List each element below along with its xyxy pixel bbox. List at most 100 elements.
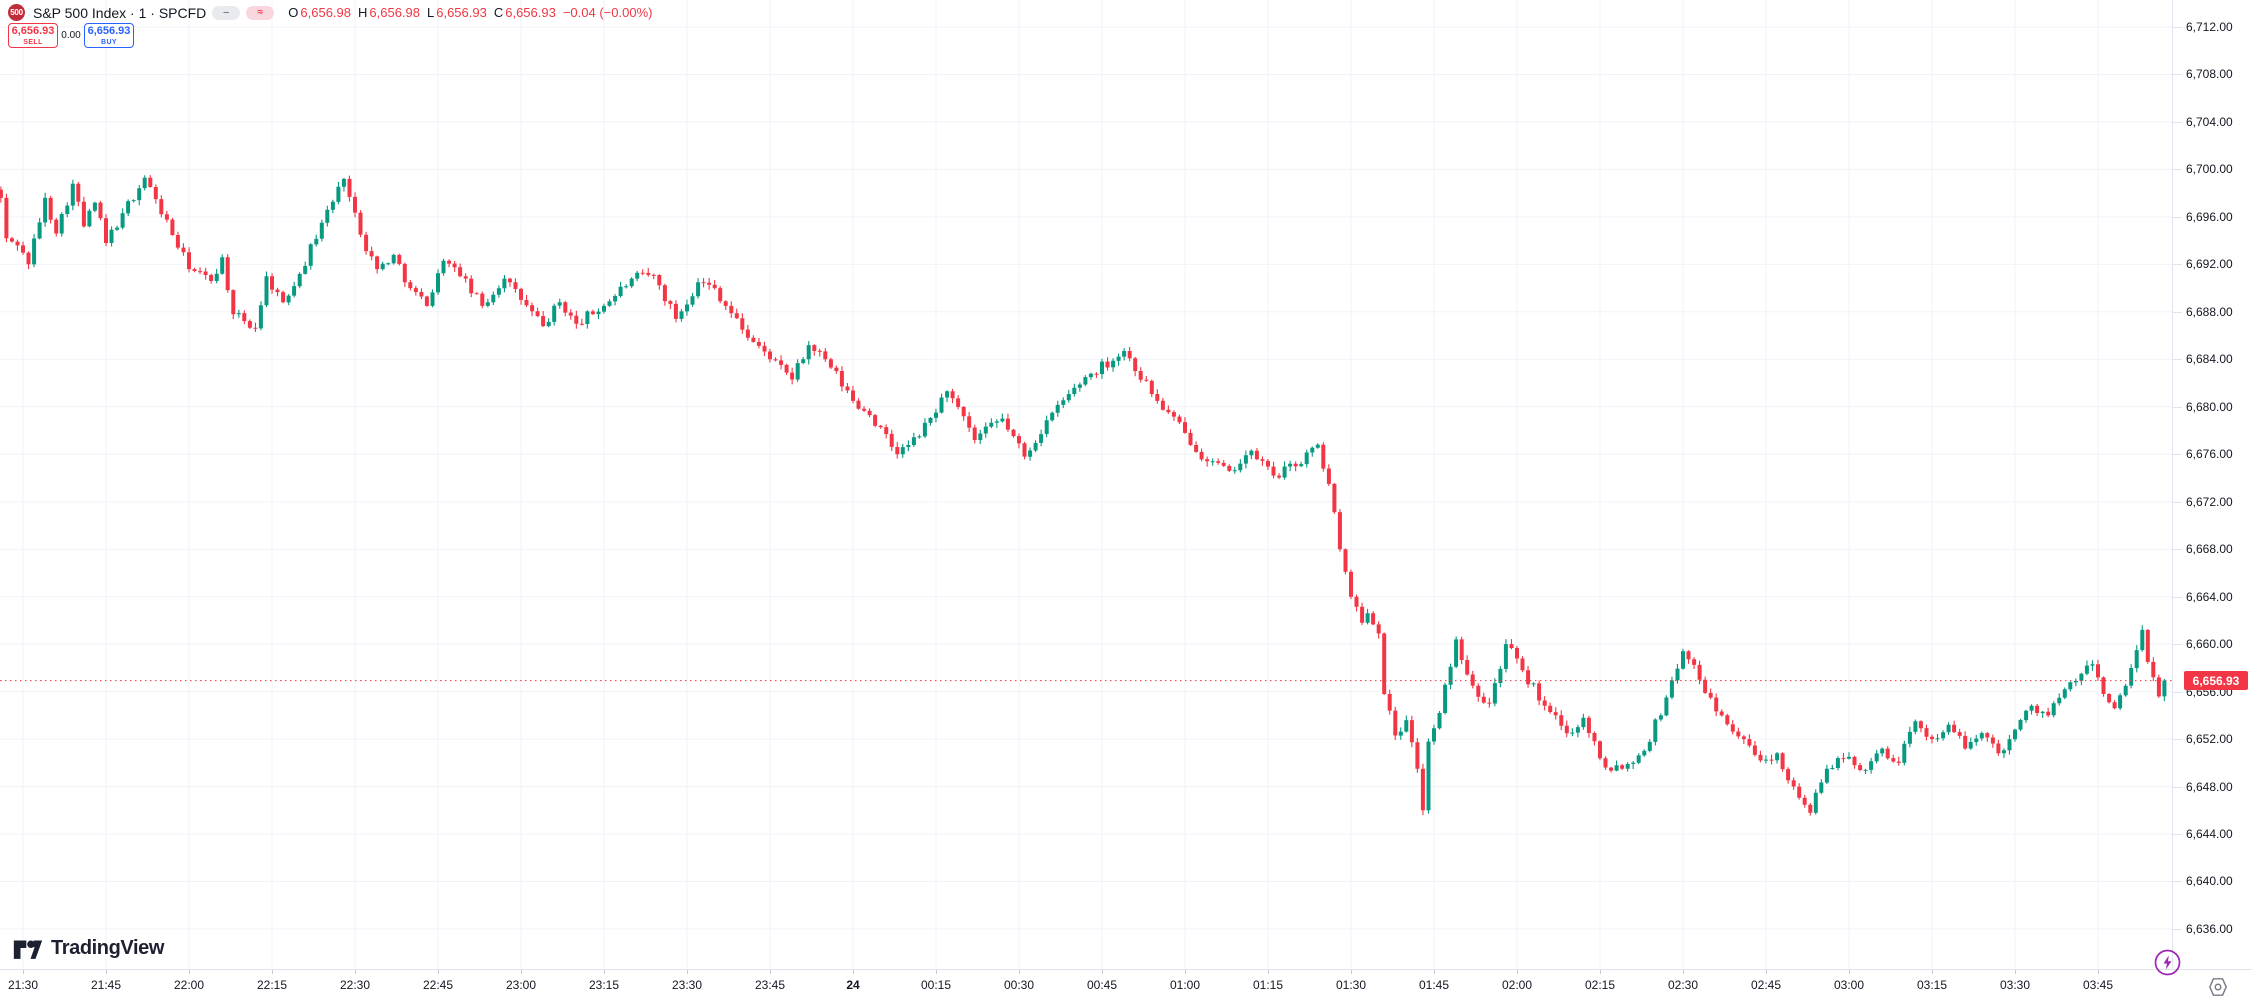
time-label: 24 [846, 978, 860, 992]
time-tick-mark [1849, 970, 1850, 974]
time-label: 00:15 [920, 978, 952, 992]
price-tick-mark [2173, 597, 2182, 598]
price-tick-label: 6,696.00 [2186, 210, 2233, 224]
price-tick-label: 6,664.00 [2186, 590, 2233, 604]
time-label: 03:30 [1999, 978, 2031, 992]
buy-label: BUY [101, 38, 117, 46]
price-axis[interactable]: 6,636.00 6,640.00 6,644.00 6,648.00 6,652.00… [2172, 0, 2252, 969]
price-tick-mark [2173, 169, 2182, 170]
price-tick-mark [2173, 787, 2182, 788]
price-tick-mark [2173, 834, 2182, 835]
price-tick-label: 6,640.00 [2186, 874, 2233, 888]
approx-chip-icon[interactable]: ≈ [246, 5, 275, 20]
price-tick-mark [2173, 881, 2182, 882]
time-tick-mark [521, 970, 522, 974]
chart-plot-area[interactable] [0, 0, 2172, 969]
time-tick-mark [853, 970, 854, 974]
trade-panel: 6,656.93 SELL 0.00 6,656.93 BUY [8, 23, 134, 48]
price-tick-mark [2173, 74, 2182, 75]
dash-chip-icon[interactable]: ‒ [212, 5, 241, 20]
price-tick-mark [2173, 549, 2182, 550]
symbol-header: 500 S&P 500 Index · 1 · SPCFD ‒ ≈ O 6,656… [8, 4, 652, 21]
spread-value: 0.00 [61, 30, 81, 41]
price-tick-label: 6,672.00 [2186, 495, 2233, 509]
price-tick-mark [2173, 502, 2182, 503]
price-tick-mark [2173, 264, 2182, 265]
price-tick-label: 6,680.00 [2186, 400, 2233, 414]
price-tick-label: 6,704.00 [2186, 115, 2233, 129]
symbol-title[interactable]: S&P 500 Index · 1 · SPCFD [33, 4, 207, 21]
time-label: 21:30 [7, 978, 39, 992]
time-tick-mark [355, 970, 356, 974]
price-tick-label: 6,708.00 [2186, 67, 2233, 81]
buy-button[interactable]: 6,656.93 BUY [84, 23, 134, 48]
time-label: 22:30 [339, 978, 371, 992]
time-label: 00:30 [1003, 978, 1035, 992]
time-tick-mark [272, 970, 273, 974]
settings-icon[interactable] [2207, 977, 2229, 997]
time-tick-mark [1102, 970, 1103, 974]
time-axis[interactable]: 21:30 21:45 22:00 22:15 22:30 22:45 23:00 23:15… [0, 969, 2252, 1001]
price-change: −0.04 (−0.00%) [562, 5, 653, 20]
price-tick-label: 6,684.00 [2186, 352, 2233, 366]
price-tick-label: 6,636.00 [2186, 922, 2233, 936]
time-tick-mark [438, 970, 439, 974]
time-label: 22:00 [173, 978, 205, 992]
time-label: 21:45 [90, 978, 122, 992]
time-tick-mark [1351, 970, 1352, 974]
price-tick-mark [2173, 692, 2182, 693]
time-tick-mark [1185, 970, 1186, 974]
tradingview-watermark: TradingView [13, 936, 164, 960]
lightning-icon[interactable] [2154, 949, 2181, 976]
price-tick-mark [2173, 122, 2182, 123]
sp500-logo-icon: 500 [8, 4, 25, 21]
candlestick-chart [0, 0, 2172, 969]
ohlc-row: O 6,656.98 H 6,656.98 L 6,656.93 C 6,656.93 … [288, 5, 652, 20]
time-label: 03:15 [1916, 978, 1948, 992]
time-tick-mark [1517, 970, 1518, 974]
time-label: 02:45 [1750, 978, 1782, 992]
tradingview-logo-icon [13, 940, 43, 959]
time-tick-mark [2098, 970, 2099, 974]
time-label: 02:00 [1501, 978, 1533, 992]
time-label: 23:45 [754, 978, 786, 992]
buy-price: 6,656.93 [87, 24, 131, 37]
time-label: 01:15 [1252, 978, 1284, 992]
price-tick-mark [2173, 739, 2182, 740]
price-tick-label: 6,668.00 [2186, 542, 2233, 556]
price-tick-label: 6,692.00 [2186, 257, 2233, 271]
sell-button[interactable]: 6,656.93 SELL [8, 23, 58, 48]
time-label: 23:30 [671, 978, 703, 992]
ohlc-low: L 6,656.93 [427, 5, 487, 20]
time-tick-mark [1600, 970, 1601, 974]
ohlc-high: H 6,656.98 [358, 5, 420, 20]
time-tick-mark [936, 970, 937, 974]
price-tick-label: 6,688.00 [2186, 305, 2233, 319]
time-label: 01:00 [1169, 978, 1201, 992]
time-label: 00:45 [1086, 978, 1118, 992]
time-tick-mark [770, 970, 771, 974]
price-tick-label: 6,652.00 [2186, 732, 2233, 746]
price-tick-mark [2173, 359, 2182, 360]
time-label: 01:30 [1335, 978, 1367, 992]
price-tick-label: 6,644.00 [2186, 827, 2233, 841]
time-tick-mark [1019, 970, 1020, 974]
time-tick-mark [1683, 970, 1684, 974]
sell-label: SELL [23, 38, 43, 46]
price-tick-label: 6,676.00 [2186, 447, 2233, 461]
time-tick-mark [1932, 970, 1933, 974]
time-tick-mark [1268, 970, 1269, 974]
ohlc-close: C 6,656.93 [493, 5, 556, 20]
time-label: 22:15 [256, 978, 288, 992]
time-label: 02:15 [1584, 978, 1616, 992]
price-tick-mark [2173, 454, 2182, 455]
time-tick-mark [687, 970, 688, 974]
time-tick-mark [106, 970, 107, 974]
price-tick-mark [2173, 929, 2182, 930]
time-tick-mark [1434, 970, 1435, 974]
ohlc-open: O 6,656.98 [288, 5, 351, 20]
time-tick-mark [23, 970, 24, 974]
time-label: 01:45 [1418, 978, 1450, 992]
time-tick-mark [189, 970, 190, 974]
